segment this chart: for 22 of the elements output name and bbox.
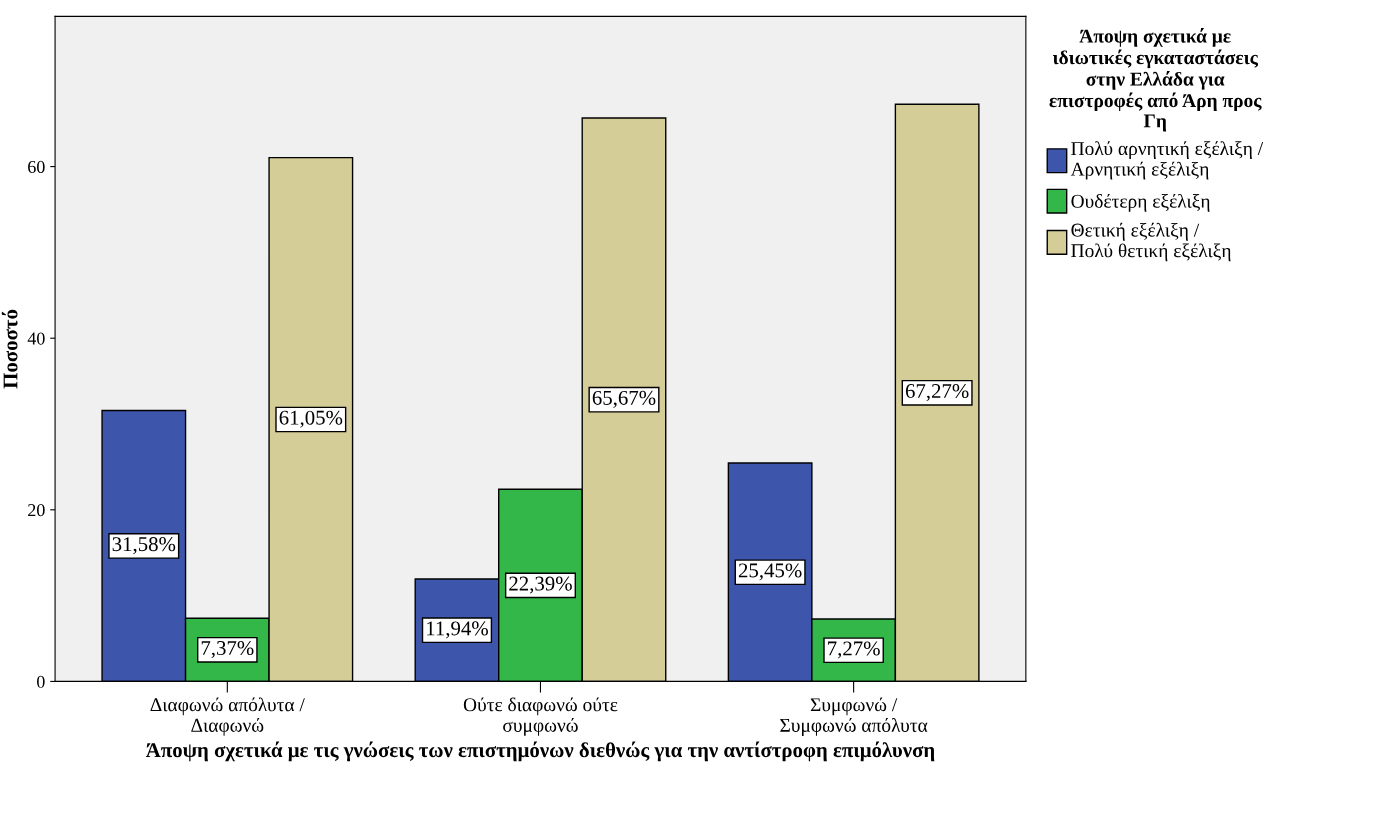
data-label: 7,27% xyxy=(828,641,880,659)
legend-title: Άποψη σχετικά με ιδιωτικές εγκαταστάσεις στην Ελλάδα για επιστροφές από Άρη προς Γη xyxy=(1049,28,1262,132)
legend-label: Ουδέτερη εξέλιξη xyxy=(1071,193,1210,212)
x-tick-label: Ούτε διαφωνώ ούτε συμφωνώ xyxy=(463,697,618,736)
data-label: 25,45% xyxy=(738,563,802,581)
y-tick-label: 40 xyxy=(27,332,45,345)
data-label: 61,05% xyxy=(279,410,343,428)
data-label: 11,94% xyxy=(427,621,488,639)
y-axis-title: Ποσοστό xyxy=(1,309,18,389)
data-label: 65,67% xyxy=(592,390,656,408)
y-tick-label: 20 xyxy=(28,504,45,517)
legend-label: Πολύ αρνητική εξέλιξη / Αρνητική εξέλιξη xyxy=(1070,141,1264,180)
data-label: 31,58% xyxy=(112,537,176,555)
legend-label: Θετική εξέλιξη / Πολύ θετική εξέλιξη xyxy=(1071,222,1231,262)
x-axis-title: Άποψη σχετικά με τις γνώσεις των επιστημόνων διεθνώς για την αντίστροφη επιμόλυνση xyxy=(145,741,935,762)
y-tick-label: 60 xyxy=(28,160,45,174)
data-label: 67,27% xyxy=(905,383,969,402)
y-tick-label: 0 xyxy=(37,675,45,688)
data-label: 22,39% xyxy=(509,576,572,594)
x-tick-label: Συμφωνώ / Συμφωνώ απόλυτα xyxy=(780,697,928,736)
x-tick-label: Διαφωνώ απόλυτα / Διαφωνώ xyxy=(150,697,305,736)
data-label: 7,37% xyxy=(201,640,254,659)
